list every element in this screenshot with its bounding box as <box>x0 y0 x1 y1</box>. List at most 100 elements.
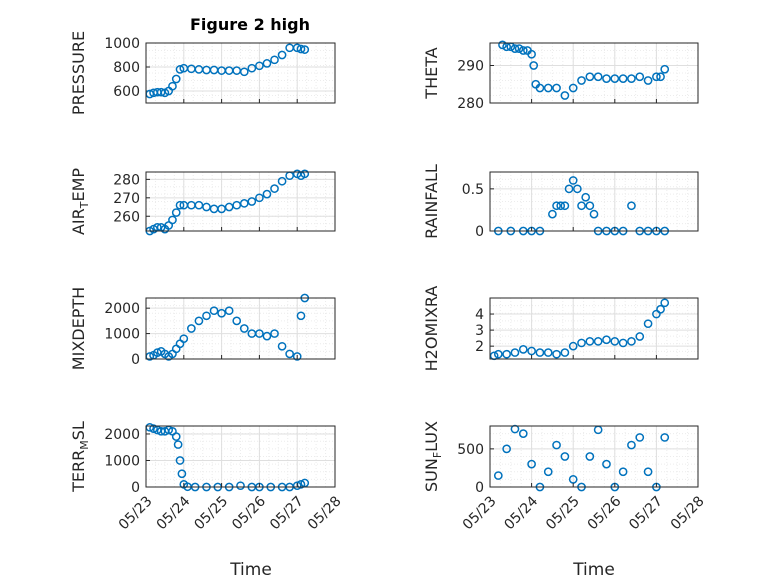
y-tick-label: 3 <box>475 323 484 339</box>
data-point <box>627 336 636 346</box>
data-point <box>217 308 226 318</box>
data-point <box>518 46 528 55</box>
y-tick-label: 500 <box>457 442 484 458</box>
y-axis-label: THETA <box>422 47 441 99</box>
data-point <box>656 304 665 314</box>
data-point <box>168 81 177 91</box>
data-point <box>568 176 578 185</box>
axes-box <box>489 425 699 488</box>
y-tick-label: 0 <box>131 352 140 368</box>
data-point <box>149 424 158 434</box>
data-point <box>560 201 570 211</box>
data-point <box>585 336 595 346</box>
data-point <box>179 334 189 344</box>
data-point <box>660 433 670 442</box>
data-point <box>610 74 620 83</box>
data-point <box>618 338 628 348</box>
y-tick-label: 0 <box>131 480 140 496</box>
data-point <box>577 76 586 85</box>
data-point <box>300 45 310 54</box>
data-point <box>635 332 645 341</box>
data-point <box>510 424 520 434</box>
data-point <box>656 72 665 82</box>
x-tick-label: 05/25 <box>543 493 583 533</box>
subplot-8: 0 500 05/23 05/24 05/25 05/26 05/27 05/28 SUNFLU… <box>422 421 708 533</box>
data-point <box>602 459 611 469</box>
data-point <box>577 201 586 211</box>
data-point <box>194 200 204 210</box>
y-axis-label: TERRMSL <box>69 421 91 493</box>
data-point <box>543 467 553 477</box>
data-point <box>173 440 183 449</box>
plot-area <box>490 172 698 231</box>
x-tick-label: 05/25 <box>191 493 231 533</box>
data-point <box>262 331 272 341</box>
y-tick-label: 280 <box>457 96 484 112</box>
y-axis-label: SUNFLUX <box>422 421 444 492</box>
data-point <box>560 91 570 100</box>
y-tick-label: 1000 <box>104 36 140 52</box>
data-point <box>247 63 257 73</box>
data-point <box>502 349 511 359</box>
axes-box <box>489 171 699 232</box>
data-point <box>175 456 185 465</box>
data-point <box>209 306 219 316</box>
data-point <box>224 306 234 316</box>
data-point <box>296 311 306 321</box>
data-point <box>568 341 578 351</box>
data-point <box>255 193 264 203</box>
data-point <box>177 469 187 479</box>
data-point <box>194 316 204 326</box>
x-tick-label: 05/27 <box>267 493 307 533</box>
data-point <box>277 341 287 351</box>
y-axis-label: MIXDEPTH <box>69 287 88 370</box>
y-tick-label: 290 <box>457 59 484 75</box>
data-point <box>627 201 636 211</box>
data-point <box>292 481 302 491</box>
data-point <box>552 83 561 93</box>
y-tick-label: 4 <box>475 307 484 323</box>
data-point <box>270 329 279 338</box>
data-point <box>602 335 611 345</box>
data-point <box>171 74 181 84</box>
data-point <box>175 65 185 74</box>
axes-box <box>489 297 699 360</box>
y-axis-label: AIRTEMP <box>69 168 91 235</box>
y-tick-label: 600 <box>113 84 140 100</box>
data-point <box>270 55 279 65</box>
y-tick-label: 2000 <box>104 301 140 317</box>
data-point <box>652 72 661 82</box>
data-point <box>255 329 264 338</box>
data-point <box>552 201 561 211</box>
data-point <box>660 64 670 74</box>
data-point <box>239 67 249 77</box>
axes-box <box>145 171 336 232</box>
data-point <box>560 452 570 461</box>
data-point <box>202 311 211 321</box>
data-point <box>262 59 272 68</box>
axes-box <box>145 297 336 360</box>
data-point <box>514 44 524 53</box>
data-point <box>556 201 566 211</box>
y-axis-label: RAINFALL <box>422 164 441 239</box>
data-point <box>552 440 561 450</box>
y-tick-label: 800 <box>113 60 140 76</box>
data-point <box>493 471 503 480</box>
data-point <box>498 40 507 50</box>
x-tick-label: 05/28 <box>668 493 708 533</box>
data-point <box>593 72 603 82</box>
data-point <box>627 74 636 83</box>
data-point <box>635 72 645 82</box>
data-point <box>171 432 181 441</box>
data-point <box>593 336 603 346</box>
data-point <box>262 189 272 199</box>
data-point <box>202 202 211 212</box>
data-point <box>529 61 539 70</box>
data-point <box>296 44 306 54</box>
x-axis-label-right: Time <box>572 560 615 580</box>
data-point <box>510 44 520 53</box>
data-point <box>564 184 574 194</box>
data-point <box>236 481 245 491</box>
